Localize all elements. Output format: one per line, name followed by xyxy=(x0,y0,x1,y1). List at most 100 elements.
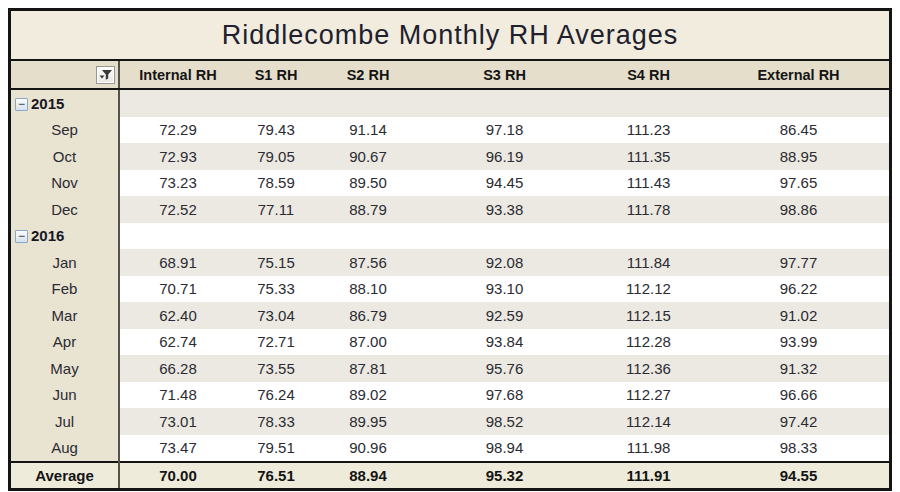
cell[interactable] xyxy=(589,89,708,117)
cell[interactable]: 112.36 xyxy=(589,355,708,382)
cell[interactable]: 95.76 xyxy=(420,355,589,382)
cell[interactable]: 88.10 xyxy=(316,276,420,303)
cell[interactable]: 98.86 xyxy=(708,196,889,223)
cell[interactable]: 93.84 xyxy=(420,329,589,356)
average-row-label[interactable]: Average xyxy=(11,462,119,488)
cell[interactable] xyxy=(119,223,236,250)
cell[interactable]: 73.04 xyxy=(236,302,316,329)
cell[interactable] xyxy=(589,223,708,250)
cell[interactable]: 112.12 xyxy=(589,276,708,303)
row-label-cell[interactable]: Nov xyxy=(11,170,119,197)
cell[interactable]: 76.24 xyxy=(236,382,316,409)
cell[interactable]: 79.05 xyxy=(236,143,316,170)
cell[interactable]: 86.45 xyxy=(708,117,889,144)
cell[interactable]: 94.45 xyxy=(420,170,589,197)
cell[interactable] xyxy=(236,223,316,250)
cell[interactable]: 112.27 xyxy=(589,382,708,409)
cell[interactable]: 73.01 xyxy=(119,408,236,435)
cell[interactable]: 91.14 xyxy=(316,117,420,144)
cell[interactable]: 62.74 xyxy=(119,329,236,356)
cell[interactable]: 68.91 xyxy=(119,249,236,276)
cell[interactable] xyxy=(316,89,420,117)
cell[interactable]: 111.23 xyxy=(589,117,708,144)
cell[interactable]: 72.71 xyxy=(236,329,316,356)
cell[interactable] xyxy=(708,89,889,117)
cell[interactable]: 73.47 xyxy=(119,435,236,463)
average-cell[interactable]: 111.91 xyxy=(589,462,708,488)
cell[interactable]: 112.28 xyxy=(589,329,708,356)
cell[interactable]: 96.19 xyxy=(420,143,589,170)
cell[interactable]: 88.79 xyxy=(316,196,420,223)
cell[interactable]: 111.43 xyxy=(589,170,708,197)
column-header-external-rh[interactable]: External RH xyxy=(708,61,889,89)
cell[interactable]: 96.22 xyxy=(708,276,889,303)
cell[interactable]: 89.02 xyxy=(316,382,420,409)
cell[interactable]: 97.77 xyxy=(708,249,889,276)
average-cell[interactable]: 95.32 xyxy=(420,462,589,488)
cell[interactable]: 92.59 xyxy=(420,302,589,329)
average-cell[interactable]: 88.94 xyxy=(316,462,420,488)
cell[interactable]: 112.15 xyxy=(589,302,708,329)
cell[interactable]: 97.68 xyxy=(420,382,589,409)
cell[interactable]: 97.42 xyxy=(708,408,889,435)
row-label-cell[interactable]: Apr xyxy=(11,329,119,356)
cell[interactable]: 88.95 xyxy=(708,143,889,170)
cell[interactable]: 111.84 xyxy=(589,249,708,276)
cell[interactable]: 92.08 xyxy=(420,249,589,276)
column-header-s4-rh[interactable]: S4 RH xyxy=(589,61,708,89)
cell[interactable]: 111.78 xyxy=(589,196,708,223)
row-label-cell[interactable]: Aug xyxy=(11,435,119,463)
row-label-cell[interactable]: Jan xyxy=(11,249,119,276)
row-label-cell[interactable]: −2015 xyxy=(11,89,119,117)
cell[interactable]: 77.11 xyxy=(236,196,316,223)
column-header-internal-rh[interactable]: Internal RH xyxy=(119,61,236,89)
collapse-icon[interactable]: − xyxy=(15,98,28,111)
cell[interactable]: 73.55 xyxy=(236,355,316,382)
row-label-cell[interactable]: Sep xyxy=(11,117,119,144)
cell[interactable]: 98.33 xyxy=(708,435,889,463)
cell[interactable]: 90.67 xyxy=(316,143,420,170)
row-label-cell[interactable]: Oct xyxy=(11,143,119,170)
cell[interactable]: 97.65 xyxy=(708,170,889,197)
collapse-icon[interactable]: − xyxy=(15,230,28,243)
cell[interactable]: 78.33 xyxy=(236,408,316,435)
cell[interactable]: 112.14 xyxy=(589,408,708,435)
cell[interactable]: 86.79 xyxy=(316,302,420,329)
cell[interactable]: 91.02 xyxy=(708,302,889,329)
row-label-cell[interactable]: Dec xyxy=(11,196,119,223)
cell[interactable]: 66.28 xyxy=(119,355,236,382)
cell[interactable]: 79.51 xyxy=(236,435,316,463)
cell[interactable]: 87.81 xyxy=(316,355,420,382)
row-label-cell[interactable]: Jun xyxy=(11,382,119,409)
cell[interactable]: 62.40 xyxy=(119,302,236,329)
cell[interactable]: 78.59 xyxy=(236,170,316,197)
cell[interactable]: 75.15 xyxy=(236,249,316,276)
cell[interactable]: 90.96 xyxy=(316,435,420,463)
cell[interactable] xyxy=(420,223,589,250)
average-cell[interactable]: 94.55 xyxy=(708,462,889,488)
cell[interactable]: 87.00 xyxy=(316,329,420,356)
cell[interactable]: 91.32 xyxy=(708,355,889,382)
cell[interactable]: 93.38 xyxy=(420,196,589,223)
cell[interactable]: 71.48 xyxy=(119,382,236,409)
cell[interactable]: 72.29 xyxy=(119,117,236,144)
cell[interactable]: 93.99 xyxy=(708,329,889,356)
cell[interactable]: 96.66 xyxy=(708,382,889,409)
average-cell[interactable]: 70.00 xyxy=(119,462,236,488)
cell[interactable] xyxy=(708,223,889,250)
cell[interactable]: 73.23 xyxy=(119,170,236,197)
column-header-s3-rh[interactable]: S3 RH xyxy=(420,61,589,89)
cell[interactable]: 70.71 xyxy=(119,276,236,303)
cell[interactable]: 87.56 xyxy=(316,249,420,276)
average-cell[interactable]: 76.51 xyxy=(236,462,316,488)
cell[interactable] xyxy=(236,89,316,117)
row-label-cell[interactable]: Feb xyxy=(11,276,119,303)
row-label-cell[interactable]: May xyxy=(11,355,119,382)
cell[interactable] xyxy=(420,89,589,117)
row-label-cell[interactable]: −2016 xyxy=(11,223,119,250)
cell[interactable]: 93.10 xyxy=(420,276,589,303)
cell[interactable]: 79.43 xyxy=(236,117,316,144)
cell[interactable]: 72.52 xyxy=(119,196,236,223)
cell[interactable]: 75.33 xyxy=(236,276,316,303)
cell[interactable]: 89.50 xyxy=(316,170,420,197)
